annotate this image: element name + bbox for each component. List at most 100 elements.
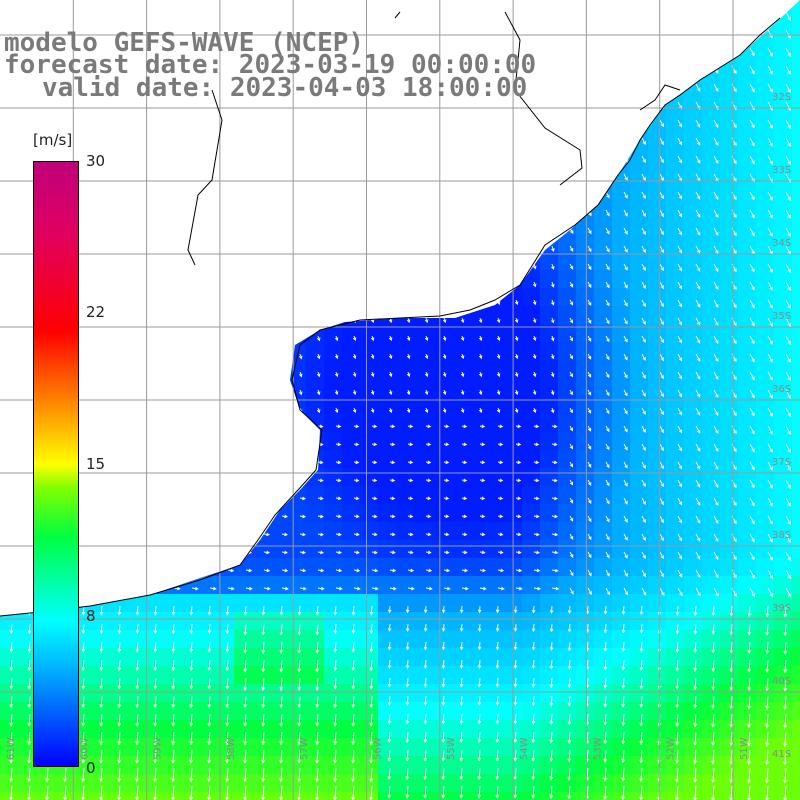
wind-arrow: [695, 209, 701, 218]
wind-arrow: [713, 353, 719, 362]
speed-cell: [342, 396, 361, 415]
wind-arrow: [641, 497, 646, 505]
wind-arrow: [549, 623, 554, 633]
speed-cell: [774, 774, 793, 793]
wind-arrow: [623, 371, 628, 379]
wind-arrow: [603, 749, 608, 763]
wind-arrow: [621, 623, 626, 634]
speed-cell: [558, 270, 577, 289]
wind-arrow: [767, 137, 773, 147]
speed-cell: [720, 486, 739, 505]
speed-cell: [738, 414, 757, 433]
wind-arrow: [513, 731, 518, 744]
wind-arrow: [695, 461, 701, 470]
wind-arrow: [389, 514, 396, 519]
speed-cell: [144, 684, 163, 703]
wind-arrow: [767, 209, 773, 219]
wind-arrow: [495, 605, 500, 614]
wind-arrow: [407, 568, 415, 573]
speed-cell: [522, 612, 541, 631]
speed-cell: [180, 630, 199, 649]
speed-cell: [702, 594, 721, 613]
wind-arrow: [460, 389, 465, 396]
wind-arrow: [497, 514, 504, 519]
wind-arrow: [389, 532, 396, 537]
speed-cell: [612, 774, 631, 793]
wind-arrow: [785, 263, 791, 273]
speed-cell: [378, 342, 397, 361]
wind-arrow: [713, 155, 719, 164]
wind-arrow: [27, 623, 32, 635]
speed-cell: [666, 540, 685, 559]
speed-cell: [594, 792, 613, 800]
speed-cell: [234, 612, 253, 631]
speed-cell: [432, 594, 451, 613]
wind-arrow: [713, 371, 719, 380]
wind-arrow: [316, 389, 321, 396]
wind-arrow: [693, 749, 697, 765]
wind-arrow: [9, 713, 14, 727]
speed-cell: [558, 360, 577, 379]
speed-cell: [180, 684, 199, 703]
speed-cell: [684, 306, 703, 325]
speed-cell: [684, 144, 703, 163]
speed-cell: [342, 630, 361, 649]
wind-arrow: [387, 785, 392, 799]
wind-arrow: [603, 641, 608, 652]
speed-cell: [450, 414, 469, 433]
wind-arrow: [783, 749, 787, 766]
wind-arrow: [405, 659, 410, 669]
speed-cell: [468, 360, 487, 379]
speed-cell: [756, 666, 775, 685]
wind-arrow: [675, 713, 680, 727]
wind-arrow: [514, 371, 519, 378]
wind-arrow: [623, 461, 628, 469]
wind-arrow: [641, 173, 646, 181]
speed-cell: [648, 504, 667, 523]
speed-cell: [342, 648, 361, 667]
wind-arrow: [209, 586, 217, 591]
wind-arrow: [189, 623, 194, 635]
speed-cell: [756, 108, 775, 127]
wind-arrow: [675, 605, 680, 616]
speed-cell: [450, 756, 469, 775]
wind-arrow: [551, 496, 558, 501]
speed-cell: [576, 666, 595, 685]
speed-cell: [720, 612, 739, 631]
speed-cell: [684, 630, 703, 649]
wind-arrow: [461, 496, 468, 501]
wind-arrow: [459, 695, 464, 706]
speed-cell: [738, 738, 757, 757]
speed-cell: [378, 756, 397, 775]
speed-cell: [594, 252, 613, 271]
wind-arrow: [117, 767, 121, 783]
wind-arrow: [243, 695, 248, 709]
wind-arrow: [425, 496, 432, 501]
wind-arrow: [767, 497, 773, 507]
wind-arrow: [783, 713, 787, 729]
wind-arrow: [767, 443, 773, 453]
speed-cell: [18, 792, 37, 800]
speed-cell: [342, 378, 361, 397]
wind-arrow: [765, 623, 770, 636]
wind-arrow: [693, 731, 697, 746]
wind-arrow: [423, 749, 428, 762]
speed-cell: [720, 450, 739, 469]
speed-cell: [774, 126, 793, 145]
wind-arrow: [9, 641, 14, 653]
wind-arrow: [423, 695, 428, 706]
wind-arrow: [27, 731, 32, 746]
speed-cell: [396, 396, 415, 415]
wind-arrow: [459, 641, 464, 651]
speed-cell: [378, 378, 397, 397]
land-patch: [198, 262, 300, 335]
speed-cell: [774, 234, 793, 253]
speed-cell: [792, 666, 800, 685]
wind-arrow: [695, 155, 701, 164]
speed-cell: [360, 702, 379, 721]
wind-arrow: [425, 478, 432, 483]
speed-cell: [612, 216, 631, 235]
wind-arrow: [785, 443, 791, 453]
wind-arrow: [569, 497, 574, 504]
wind-arrow: [297, 749, 301, 764]
